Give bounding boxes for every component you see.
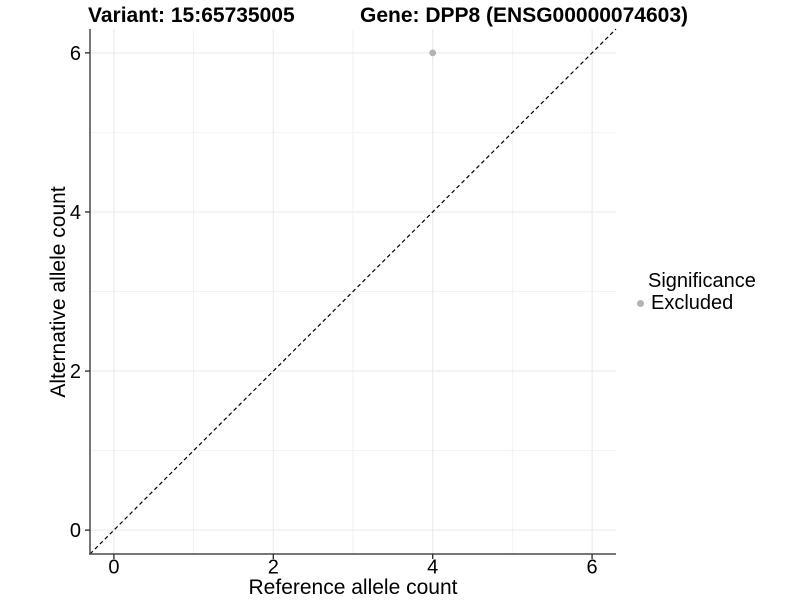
- legend-key-dot: [637, 299, 644, 307]
- x-tick-label-2: 2: [268, 557, 279, 579]
- y-tick-label-0: 0: [70, 520, 81, 542]
- y-tick-label-4: 4: [70, 202, 81, 224]
- x-axis-title: Reference allele count: [248, 576, 458, 599]
- legend: Significance Excluded: [637, 271, 756, 313]
- y-tick-label-2: 2: [70, 361, 81, 383]
- y-tick-label-6: 6: [70, 43, 81, 65]
- legend-title: Significance: [648, 270, 756, 292]
- y-axis-title: Alternative allele count: [47, 186, 70, 398]
- x-tick-label-4: 4: [427, 557, 438, 579]
- gene-title: Gene: DPP8 (ENSG00000074603): [359, 4, 688, 27]
- plot-title-row: Variant: 15:65735005 Gene: DPP8 (ENSG000…: [88, 4, 688, 28]
- x-tick-label-6: 6: [587, 557, 598, 579]
- legend-item-excluded: Excluded: [637, 293, 756, 313]
- legend-item-label: Excluded: [651, 292, 734, 314]
- x-tick-label-0: 0: [108, 557, 119, 579]
- data-point-excluded-0: [429, 49, 437, 57]
- variant-title: Variant: 15:65735005: [88, 4, 295, 27]
- identity-line: [89, 28, 617, 555]
